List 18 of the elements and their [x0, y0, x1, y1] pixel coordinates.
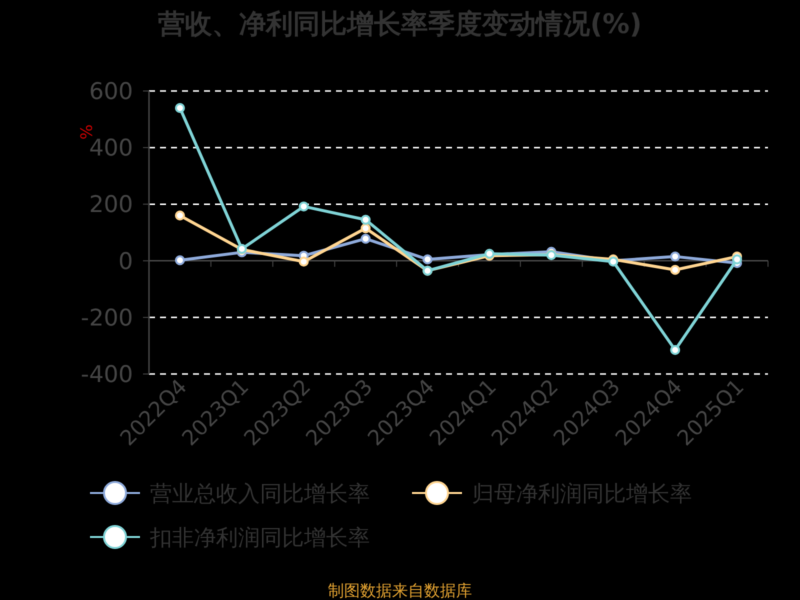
point — [670, 252, 680, 262]
point — [360, 214, 371, 225]
y-tick-label: 600 — [89, 79, 133, 105]
point — [422, 254, 433, 264]
point — [174, 210, 185, 221]
point — [670, 344, 680, 355]
point — [174, 255, 185, 266]
text: 制图数据来自数据库 — [328, 581, 472, 600]
point — [298, 201, 309, 212]
y-tick-label: 0 — [118, 248, 133, 275]
y-tick-label: 200 — [89, 192, 133, 218]
point — [174, 102, 185, 113]
y-tick-label: -200 — [80, 305, 133, 332]
point — [360, 234, 371, 244]
point — [732, 254, 742, 264]
point — [298, 256, 309, 267]
point — [670, 264, 680, 275]
point — [360, 223, 371, 234]
